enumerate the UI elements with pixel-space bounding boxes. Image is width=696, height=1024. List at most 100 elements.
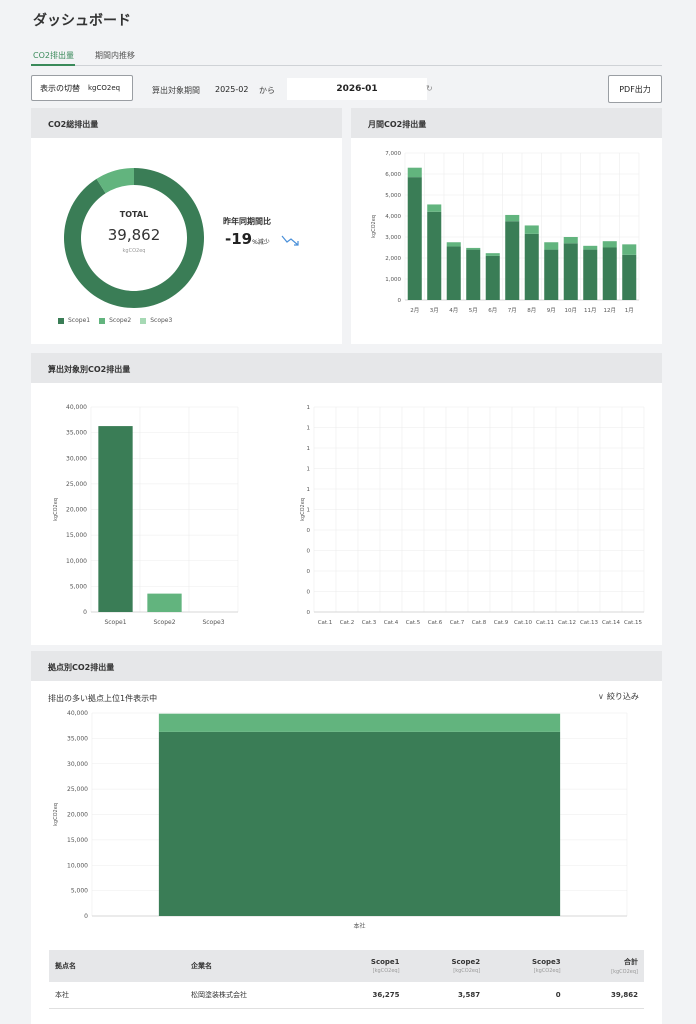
header-label: Scope1 — [370, 958, 400, 966]
header-site: 拠点名 — [49, 950, 185, 982]
tab-bar: CO2排出量 期間内推移 — [31, 46, 662, 66]
bar-12月-scope2 — [602, 241, 617, 248]
bar-8月-scope2 — [524, 225, 539, 234]
tab-period-trend[interactable]: 期間内推移 — [95, 51, 135, 60]
active-tab-indicator — [31, 64, 75, 66]
period-label: 算出対象期間 — [152, 86, 200, 95]
y-tick-label: 0 — [307, 590, 311, 596]
bar-9月-scope1 — [544, 249, 559, 300]
x-tick-label: Scope1 — [104, 619, 126, 626]
bar-6月-scope1 — [485, 255, 500, 300]
y-tick-label: 30,000 — [67, 761, 88, 768]
header-unit: [kgCO2eq] — [533, 968, 561, 974]
x-tick-label: Cat.4 — [384, 620, 399, 626]
bar-本社-scope1 — [158, 731, 561, 916]
x-tick-label: Cat.9 — [494, 620, 509, 626]
donut-legend: Scope1 Scope2 Scope3 — [58, 317, 181, 324]
x-tick-label: 10月 — [565, 307, 578, 314]
x-tick-label: 8月 — [527, 307, 536, 314]
x-tick-label: Cat.11 — [536, 620, 554, 626]
y-tick-label: 1 — [307, 508, 311, 514]
bar-2月-scope2 — [407, 167, 422, 178]
site-subtitle: 排出の多い拠点上位1件表示中 — [48, 694, 158, 703]
unit-toggle-button[interactable]: 表示の切替 kgCO2eq — [31, 75, 133, 101]
bar-8月-scope1 — [524, 233, 539, 300]
yoy-suffix: %減少 — [252, 239, 270, 246]
site-emissions-title: 拠点別CO2排出量 — [31, 651, 662, 681]
legend-swatch-scope2 — [99, 317, 106, 324]
y-tick-label: 20,000 — [66, 507, 87, 514]
y-tick-label: 5,000 — [70, 583, 87, 590]
legend-swatch-scope1 — [58, 317, 64, 324]
cell-scope3: 0 — [486, 982, 567, 1009]
bar-3月-scope1 — [427, 211, 442, 300]
bar-9月-scope2 — [544, 242, 559, 250]
pdf-export-button[interactable]: PDF出力 — [608, 75, 662, 103]
total-emissions-card: CO2総排出量 TOTAL 39,862 kgCO2eq 昨年同期間比 -19%… — [31, 108, 342, 344]
x-tick-label: 5月 — [469, 307, 478, 314]
target-emissions-card: 算出対象別CO2排出量 0 5,000 10,000 15,000 20,000 25,0… — [31, 353, 662, 645]
cell-scope2: 3,587 — [405, 982, 487, 1009]
tab-co2-emissions[interactable]: CO2排出量 — [33, 51, 74, 60]
y-tick-label: 1 — [307, 446, 311, 452]
x-tick-label: 2月 — [410, 307, 419, 314]
monthly-emissions-card: 月間CO2排出量 0 1,000 2,000 3,000 4,000 5,000 6,000… — [351, 108, 662, 344]
cell-company: 松岡塗装株式会社 — [185, 982, 325, 1009]
y-tick-label: 0 — [398, 298, 402, 304]
bar-本社-scope2 — [158, 713, 561, 732]
filter-button[interactable]: ∨ 絞り込み — [598, 691, 639, 702]
y-axis-label: kgCO2eq — [53, 803, 59, 826]
bar-3月-scope2 — [427, 204, 442, 212]
bar-7月-scope2 — [505, 214, 520, 222]
header-label: Scope3 — [532, 958, 561, 966]
donut-slice-scope2 — [96, 168, 134, 194]
y-axis-label: kgCO2eq — [300, 498, 306, 521]
unit-toggle-value: kgCO2eq — [88, 84, 121, 92]
calendar-icon[interactable]: ↻ — [426, 84, 433, 93]
header-scope3: Scope3 [kgCO2eq] — [486, 950, 567, 982]
y-tick-label: 3,000 — [385, 235, 401, 241]
site-table: 拠点名 企業名 Scope1 [kgCO2eq] Scope2 [kgCO2eq] … — [49, 950, 644, 1009]
x-tick-label: Cat.7 — [450, 620, 465, 626]
y-tick-label: 0 — [307, 528, 311, 534]
header-scope1: Scope1 [kgCO2eq] — [325, 950, 406, 982]
target-emissions-title: 算出対象別CO2排出量 — [31, 353, 662, 383]
cell-scope1: 36,275 — [325, 982, 406, 1009]
y-tick-label: 35,000 — [66, 430, 87, 437]
x-tick-label: 3月 — [430, 307, 439, 314]
x-tick-label: Cat.10 — [514, 620, 533, 626]
site-emissions-card: 拠点別CO2排出量 排出の多い拠点上位1件表示中 ∨ 絞り込み 0 5,000 10… — [31, 651, 662, 1024]
legend-label-scope1: Scope1 — [68, 317, 91, 324]
y-tick-label: 10,000 — [67, 862, 88, 869]
period-end-input[interactable]: 2026-01 — [287, 78, 427, 100]
y-tick-label: 40,000 — [66, 404, 87, 411]
x-tick-label: Cat.2 — [340, 620, 355, 626]
header-total: 合計 [kgCO2eq] — [566, 950, 644, 982]
cell-site: 本社 — [49, 982, 185, 1009]
x-tick-label: Cat.6 — [428, 620, 443, 626]
x-tick-label: 6月 — [488, 307, 497, 314]
monthly-bar-chart: 0 1,000 2,000 3,000 4,000 5,000 6,000 7,000 2月 3月… — [371, 151, 640, 314]
bar-12月-scope1 — [602, 247, 617, 300]
y-tick-label: 1 — [307, 487, 311, 493]
bar-5月-scope2 — [466, 247, 481, 250]
header-label: 拠点名 — [55, 962, 76, 970]
y-tick-label: 15,000 — [66, 532, 87, 539]
scope-bar-chart: 0 5,000 10,000 15,000 20,000 25,000 30,000 35,0… — [53, 404, 239, 626]
y-tick-label: 15,000 — [67, 837, 88, 844]
y-tick-label: 0 — [83, 609, 87, 616]
period-start-value[interactable]: 2025-02 — [215, 85, 249, 94]
category-bar-chart: 0 0 0 0 0 1 1 1 1 1 1 Cat.1 Cat.2 Cat.3 Cat.4 Cat.5 Cat.… — [300, 405, 645, 626]
bar-10月-scope1 — [563, 243, 578, 300]
header-company: 企業名 — [185, 950, 325, 982]
x-tick-label: Cat.12 — [558, 620, 576, 626]
y-tick-label: 25,000 — [66, 481, 87, 488]
x-tick-label: Cat.13 — [580, 620, 599, 626]
bar-2月-scope1 — [407, 177, 422, 300]
y-axis-label: kgCO2eq — [371, 215, 377, 238]
total-unit: kgCO2eq — [122, 248, 146, 254]
y-tick-label: 5,000 — [71, 888, 88, 895]
bar-5月-scope1 — [466, 249, 481, 300]
table-row[interactable]: 本社 松岡塗装株式会社 36,275 3,587 0 39,862 — [49, 982, 644, 1009]
x-tick-label: Cat.1 — [318, 620, 333, 626]
